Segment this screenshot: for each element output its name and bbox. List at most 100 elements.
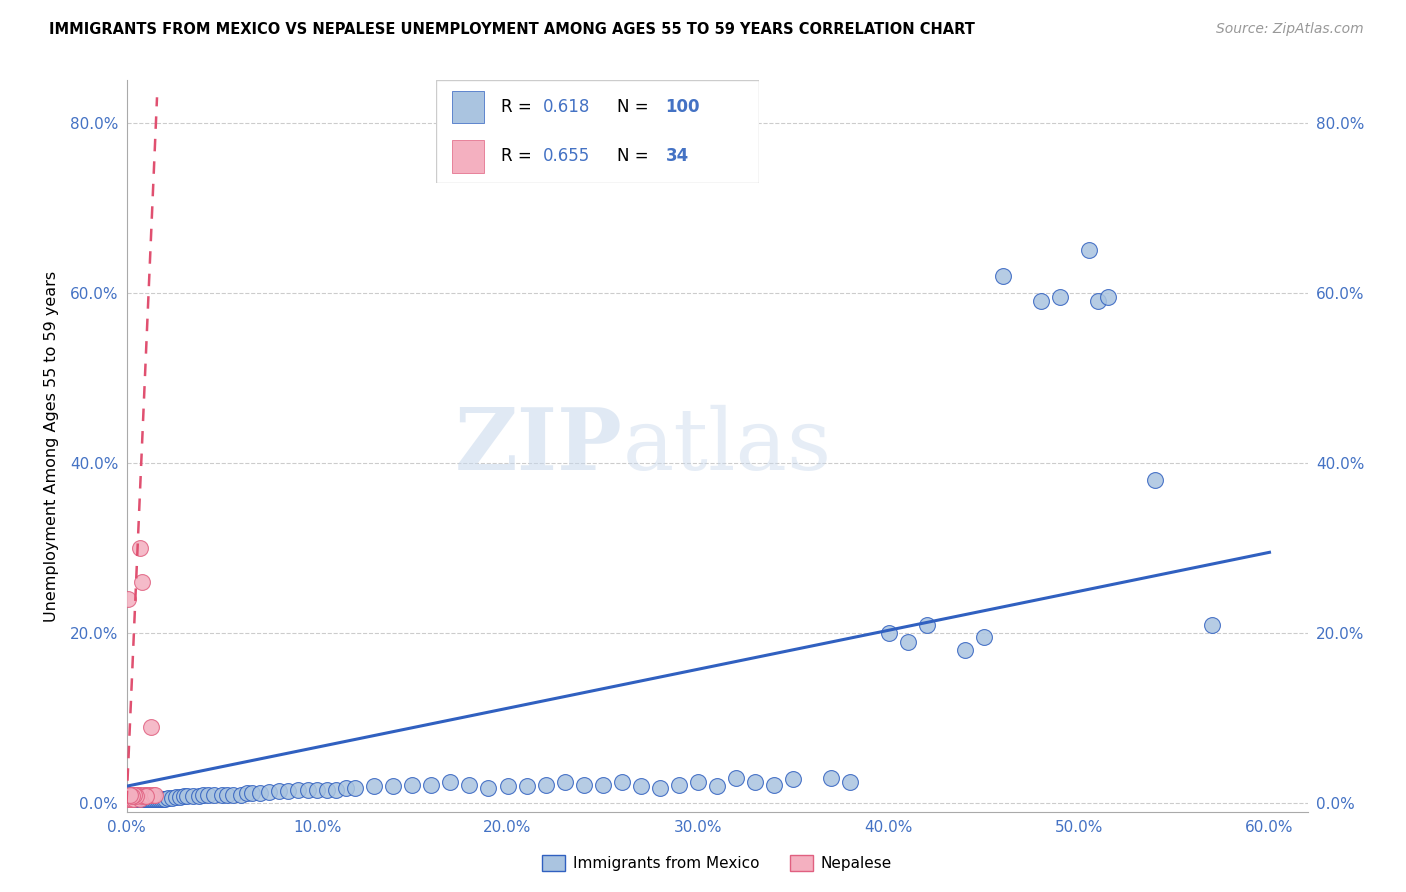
Text: ZIP: ZIP [454, 404, 623, 488]
Point [127, 789, 149, 804]
Point [240, 786, 263, 800]
Point [117, 792, 139, 806]
Point [148, 792, 170, 806]
Point [127, 788, 149, 802]
Point [135, 789, 157, 804]
Point [120, 792, 142, 806]
Point [138, 788, 160, 802]
Point [315, 782, 337, 797]
Point [287, 783, 309, 797]
Text: 0.618: 0.618 [543, 98, 591, 116]
Point [125, 789, 148, 804]
Point [132, 792, 155, 806]
Point [122, 792, 145, 806]
Point [117, 792, 139, 806]
Point [1097, 290, 1119, 304]
Point [127, 792, 149, 806]
Point [896, 634, 918, 648]
Point [121, 792, 143, 806]
Point [1201, 617, 1223, 632]
Point [820, 771, 842, 785]
Point [235, 786, 257, 800]
Point [117, 789, 139, 804]
Point [335, 780, 357, 795]
Point [128, 541, 150, 555]
Text: Source: ZipAtlas.com: Source: ZipAtlas.com [1216, 22, 1364, 37]
Bar [453, 140, 484, 173]
Point [217, 788, 239, 802]
Point [135, 792, 157, 806]
Point [138, 792, 160, 806]
Point [953, 643, 976, 657]
Point [136, 788, 159, 802]
Point [131, 792, 153, 806]
Point [191, 788, 214, 802]
Point [153, 792, 176, 806]
Point [572, 777, 595, 791]
Point [136, 792, 159, 806]
Legend: Immigrants from Mexico, Nepalese: Immigrants from Mexico, Nepalese [536, 849, 898, 877]
Point [297, 783, 319, 797]
Point [128, 792, 150, 806]
Point [152, 792, 174, 806]
Point [259, 785, 281, 799]
Point [202, 788, 225, 802]
Point [142, 788, 165, 802]
Point [121, 792, 143, 806]
Point [162, 791, 184, 805]
Point [554, 775, 576, 789]
Point [125, 792, 148, 806]
Point [121, 788, 143, 802]
Point [117, 792, 139, 806]
Point [125, 788, 148, 802]
Point [1144, 473, 1167, 487]
Point [128, 792, 150, 806]
Point [165, 790, 187, 805]
Point [127, 792, 149, 806]
Text: N =: N = [617, 147, 654, 165]
Point [146, 792, 169, 806]
Point [141, 792, 163, 806]
Point [222, 788, 245, 802]
Point [117, 792, 139, 806]
Point [249, 786, 271, 800]
Text: IMMIGRANTS FROM MEXICO VS NEPALESE UNEMPLOYMENT AMONG AGES 55 TO 59 YEARS CORREL: IMMIGRANTS FROM MEXICO VS NEPALESE UNEMP… [49, 22, 976, 37]
Point [143, 792, 166, 806]
Point [496, 779, 519, 793]
Point [420, 777, 443, 791]
Point [120, 788, 142, 802]
Point [128, 792, 150, 806]
Point [121, 792, 143, 806]
Point [142, 792, 165, 806]
Point [131, 575, 153, 590]
Point [610, 775, 633, 789]
Point [121, 792, 143, 806]
Point [267, 784, 290, 798]
Point [173, 789, 195, 804]
Point [131, 792, 153, 806]
Point [117, 792, 139, 806]
Point [706, 779, 728, 793]
Point [197, 788, 219, 802]
Text: 34: 34 [665, 147, 689, 165]
Point [135, 789, 157, 804]
Point [169, 790, 191, 805]
Point [132, 792, 155, 806]
Point [157, 791, 180, 805]
Text: R =: R = [501, 147, 537, 165]
Point [120, 792, 142, 806]
Point [120, 792, 142, 806]
Text: 0.655: 0.655 [543, 147, 591, 165]
Point [120, 788, 142, 802]
Point [782, 772, 804, 787]
Point [132, 788, 155, 802]
Point [477, 780, 499, 795]
Point [135, 792, 157, 806]
Point [325, 782, 347, 797]
Text: R =: R = [501, 98, 537, 116]
Point [686, 775, 709, 789]
Point [382, 779, 405, 793]
Point [725, 771, 748, 785]
Point [630, 779, 652, 793]
Point [973, 631, 995, 645]
